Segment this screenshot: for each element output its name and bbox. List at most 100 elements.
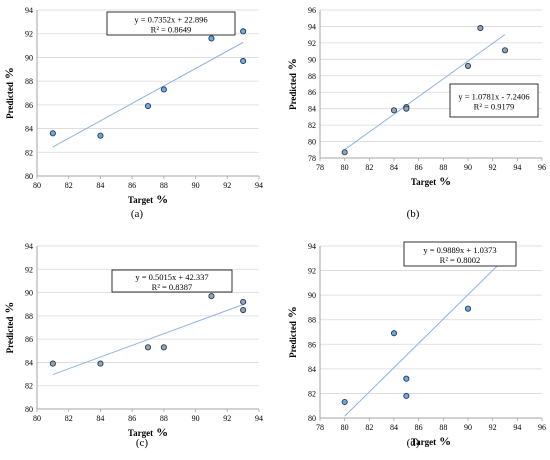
y-axis-label: Predicted% xyxy=(285,306,299,358)
y-tick-label: 80 xyxy=(308,414,316,423)
y-axis-unit: % xyxy=(2,302,16,314)
x-axis-label: Target% xyxy=(128,192,168,206)
x-tick-label: 84 xyxy=(96,181,104,190)
data-point xyxy=(240,306,247,314)
x-tick-label: 96 xyxy=(538,163,546,172)
y-tick-label: 86 xyxy=(308,88,316,97)
equation-box xyxy=(449,83,539,118)
x-tick-label: 90 xyxy=(464,423,472,432)
x-tick-label: 86 xyxy=(128,414,136,423)
r-squared-label: R² = 0.8387 xyxy=(152,282,193,292)
y-axis-label-text: Predicted xyxy=(288,73,298,110)
data-point xyxy=(501,47,509,54)
x-tick-label: 82 xyxy=(365,163,373,172)
r-squared-label: R² = 0.8649 xyxy=(151,25,192,35)
trendline xyxy=(52,41,244,148)
y-tick-label: 80 xyxy=(25,172,33,181)
x-tick-label: 86 xyxy=(415,163,423,172)
y-tick-label: 86 xyxy=(25,335,33,344)
y-tick-label: 88 xyxy=(308,72,316,81)
trendline-equation: y = 1.0781x - 7.2406 xyxy=(458,92,529,102)
data-point xyxy=(390,330,398,337)
y-tick-label: 92 xyxy=(308,39,316,48)
y-tick-label: 82 xyxy=(25,382,33,391)
y-tick-label: 82 xyxy=(25,148,33,157)
trendline xyxy=(344,257,506,417)
panel-label: (b) xyxy=(407,208,420,220)
y-tick-label: 84 xyxy=(25,125,33,134)
r-squared-label: R² = 0.8002 xyxy=(440,255,481,265)
chart-panel-b: 78 80 82 84 86 88 90 92 94 96 78 80 82 84 86 88 90 92 94 96… xyxy=(285,6,546,220)
data-point xyxy=(240,28,247,35)
data-point xyxy=(49,130,56,137)
x-tick-label: 88 xyxy=(160,181,168,190)
x-tick-label: 84 xyxy=(96,414,104,423)
y-tick-label: 90 xyxy=(308,55,316,64)
x-tick-label: 94 xyxy=(513,423,521,432)
data-point xyxy=(390,107,398,114)
data-point xyxy=(49,360,56,367)
x-tick-label: 90 xyxy=(192,414,200,423)
x-tick-label: 90 xyxy=(464,163,472,172)
x-tick-label: 80 xyxy=(341,423,349,432)
x-axis-unit: % xyxy=(439,174,451,188)
y-axis-unit: % xyxy=(285,306,299,318)
x-tick-label: 80 xyxy=(33,414,41,423)
x-tick-label: 92 xyxy=(223,414,231,423)
y-tick-label: 82 xyxy=(308,121,316,130)
x-axis-unit: % xyxy=(439,434,451,448)
data-point xyxy=(341,149,348,156)
data-point xyxy=(477,25,484,32)
data-point xyxy=(160,86,167,93)
x-tick-label: 80 xyxy=(341,163,349,172)
data-point xyxy=(97,360,104,367)
x-tick-label: 92 xyxy=(489,423,497,432)
data-point xyxy=(240,57,247,65)
x-axis-unit: % xyxy=(156,192,168,206)
data-point xyxy=(144,344,152,351)
y-axis-label: Predicted% xyxy=(2,302,16,354)
panel-label: (a) xyxy=(131,208,144,220)
x-axis-label-text: Target xyxy=(128,428,153,438)
y-tick-label: 94 xyxy=(308,242,316,251)
x-axis-label: Target% xyxy=(128,425,168,439)
y-axis-unit: % xyxy=(285,58,299,70)
data-point xyxy=(240,298,247,305)
x-tick-label: 82 xyxy=(65,414,73,423)
x-axis-label-text: Target xyxy=(411,177,436,187)
chart-panel-c: 80 82 84 86 88 90 92 94 80 82 84 86 88 90 92 94 y = 0.50… xyxy=(2,242,263,449)
x-axis-label: Target% xyxy=(411,174,451,188)
data-point xyxy=(160,344,167,351)
x-tick-label: 92 xyxy=(223,181,231,190)
y-tick-label: 84 xyxy=(25,358,33,367)
y-tick-label: 80 xyxy=(308,138,316,147)
x-tick-label: 86 xyxy=(128,181,136,190)
y-axis-label: Predicted% xyxy=(285,58,299,110)
x-axis-label: Target% xyxy=(411,434,451,448)
x-tick-label: 78 xyxy=(316,163,324,172)
r-squared-label: R² = 0.9179 xyxy=(474,102,515,112)
x-tick-label: 82 xyxy=(65,181,73,190)
x-tick-label: 94 xyxy=(255,181,263,190)
x-tick-label: 84 xyxy=(390,163,398,172)
x-tick-label: 94 xyxy=(513,163,521,172)
data-point xyxy=(97,132,104,139)
x-axis-label-text: Target xyxy=(411,437,436,447)
x-axis-unit: % xyxy=(156,425,168,439)
y-tick-label: 82 xyxy=(308,389,316,398)
x-tick-label: 96 xyxy=(538,423,546,432)
y-tick-label: 88 xyxy=(308,316,316,325)
data-point xyxy=(464,62,472,69)
equation-box xyxy=(106,11,236,36)
y-tick-label: 88 xyxy=(25,312,33,321)
data-point xyxy=(208,35,215,42)
data-point xyxy=(403,105,410,112)
y-tick-label: 84 xyxy=(308,105,316,114)
data-point xyxy=(144,102,152,110)
x-tick-label: 90 xyxy=(192,181,200,190)
x-tick-label: 78 xyxy=(316,423,324,432)
x-tick-label: 82 xyxy=(365,423,373,432)
x-tick-label: 92 xyxy=(489,163,497,172)
chart-panel-a: 80 82 84 86 88 90 92 94 80 82 84 86 88 90 92 94 y = 0.73… xyxy=(2,6,263,220)
